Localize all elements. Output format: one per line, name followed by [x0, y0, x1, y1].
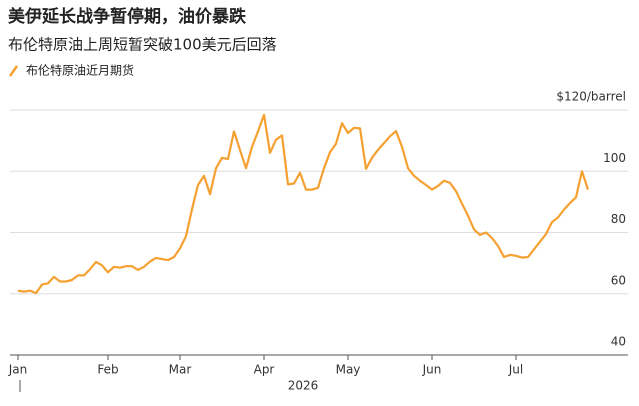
- x-tick-label: Jun: [422, 363, 442, 377]
- x-tick-label: Jan: [8, 363, 28, 377]
- chart-subtitle: 布伦特原油上周短暂突破100美元后回落: [8, 36, 277, 54]
- y-tick-label: 40: [611, 335, 626, 349]
- x-tick-label: Mar: [169, 363, 192, 377]
- x-tick-label: Jul: [508, 363, 523, 377]
- data-line: [17, 113, 590, 295]
- y-tick-label: 80: [611, 212, 626, 226]
- x-tick-label: May: [336, 363, 361, 377]
- x-tick-label: Apr: [254, 363, 275, 377]
- legend-swatch: [8, 65, 19, 77]
- chart-title: 美伊延长战争暂停期，油价暴跌: [8, 6, 247, 27]
- legend-label: 布伦特原油近月期货: [26, 63, 134, 78]
- y-tick-label: $120/barrel: [556, 90, 626, 104]
- y-tick-label: 100: [603, 151, 626, 165]
- x-tick-label: Feb: [97, 363, 118, 377]
- y-tick-label: 60: [611, 273, 626, 287]
- x-axis-label: 2026: [288, 379, 319, 393]
